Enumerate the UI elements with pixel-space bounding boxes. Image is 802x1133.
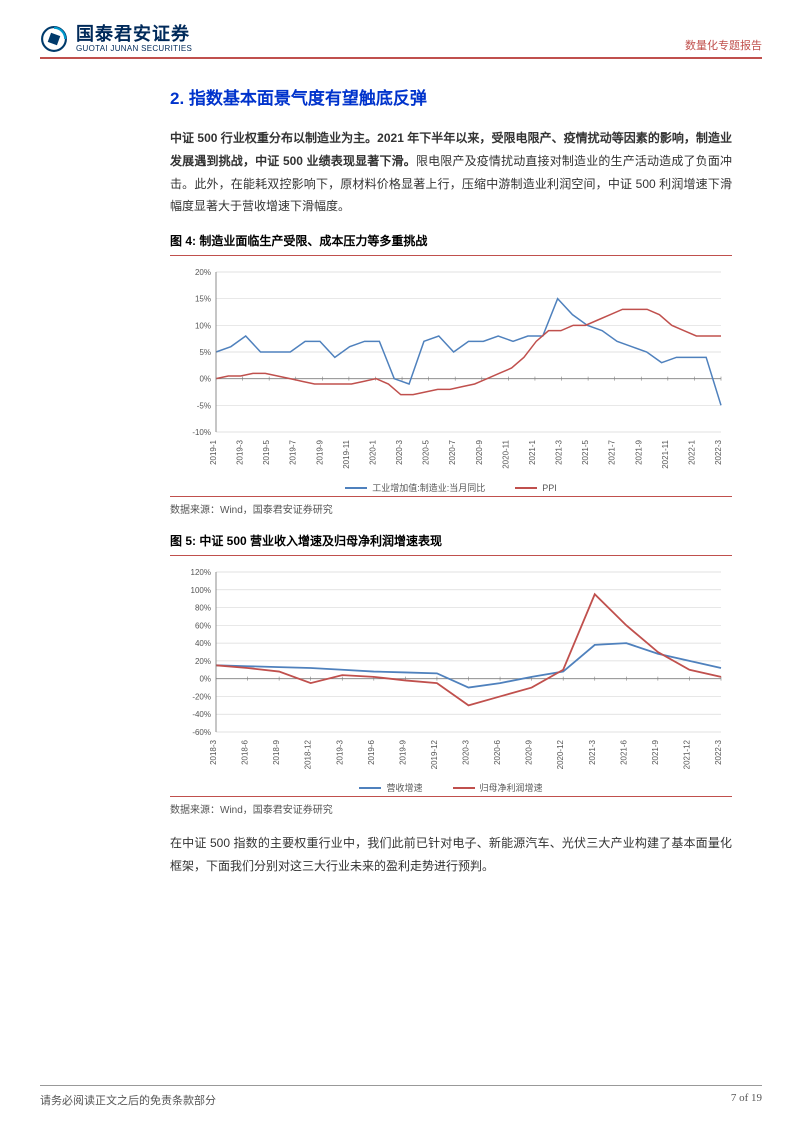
logo-text-en: GUOTAI JUNAN SECURITIES bbox=[76, 45, 192, 53]
svg-text:2019-1: 2019-1 bbox=[209, 440, 218, 465]
legend-item: 工业增加值:制造业:当月同比 bbox=[345, 481, 485, 494]
svg-text:2022-1: 2022-1 bbox=[687, 440, 696, 465]
chart2-legend: 营收增速 归母净利润增速 bbox=[170, 781, 732, 794]
svg-text:2019-6: 2019-6 bbox=[367, 740, 376, 765]
svg-text:20%: 20% bbox=[195, 657, 211, 666]
chart2-source: 数据来源：Wind，国泰君安证券研究 bbox=[170, 796, 732, 816]
svg-text:5%: 5% bbox=[199, 348, 211, 357]
legend-item: 营收增速 bbox=[359, 781, 422, 794]
svg-text:2021-5: 2021-5 bbox=[581, 440, 590, 465]
svg-text:-20%: -20% bbox=[192, 693, 211, 702]
logo-block: 国泰君安证券 GUOTAI JUNAN SECURITIES bbox=[40, 25, 192, 53]
svg-text:2019-5: 2019-5 bbox=[262, 440, 271, 465]
svg-text:2018-6: 2018-6 bbox=[241, 740, 250, 765]
svg-text:2020-3: 2020-3 bbox=[462, 740, 471, 765]
svg-text:2020-12: 2020-12 bbox=[556, 740, 565, 770]
chart1: -10% -5% 0% 5% 10% 15% 20% 2019-1 2019-3 2019-5 20… bbox=[170, 262, 732, 477]
svg-text:2021-9: 2021-9 bbox=[651, 740, 660, 765]
svg-text:10%: 10% bbox=[195, 322, 211, 331]
svg-text:80%: 80% bbox=[195, 604, 211, 613]
chart2: -60% -40% -20% 0% 20% 40% 60% 80% 100% 120% 2018-3… bbox=[170, 562, 732, 777]
svg-text:2020-1: 2020-1 bbox=[368, 440, 377, 465]
svg-text:2021-3: 2021-3 bbox=[555, 440, 564, 465]
logo-text-cn: 国泰君安证券 bbox=[76, 25, 192, 43]
svg-text:2020-3: 2020-3 bbox=[395, 440, 404, 465]
svg-text:2020-9: 2020-9 bbox=[525, 740, 534, 765]
svg-text:-5%: -5% bbox=[197, 402, 211, 411]
svg-text:2018-3: 2018-3 bbox=[209, 740, 218, 765]
svg-text:20%: 20% bbox=[195, 268, 211, 277]
legend-item: PPI bbox=[515, 481, 557, 494]
svg-text:2019-3: 2019-3 bbox=[335, 740, 344, 765]
svg-text:2019-7: 2019-7 bbox=[289, 440, 298, 465]
svg-text:2021-9: 2021-9 bbox=[634, 440, 643, 465]
chart1-legend: 工业增加值:制造业:当月同比 PPI bbox=[170, 481, 732, 494]
paragraph-2: 在中证 500 指数的主要权重行业中，我们此前已针对电子、新能源汽车、光伏三大产… bbox=[170, 832, 732, 878]
svg-text:2020-7: 2020-7 bbox=[448, 440, 457, 465]
svg-text:2020-6: 2020-6 bbox=[493, 740, 502, 765]
svg-text:2021-7: 2021-7 bbox=[608, 440, 617, 465]
chart2-svg: -60% -40% -20% 0% 20% 40% 60% 80% 100% 120% 2018-3… bbox=[170, 562, 732, 777]
svg-text:2019-12: 2019-12 bbox=[430, 740, 439, 770]
page-footer: 请务必阅读正文之后的免责条款部分 7 of 19 bbox=[40, 1085, 762, 1108]
svg-text:2019-9: 2019-9 bbox=[398, 740, 407, 765]
svg-text:-60%: -60% bbox=[192, 728, 211, 737]
svg-text:2021-3: 2021-3 bbox=[588, 740, 597, 765]
page-header: 国泰君安证券 GUOTAI JUNAN SECURITIES 数量化专题报告 bbox=[40, 25, 762, 59]
chart1-svg: -10% -5% 0% 5% 10% 15% 20% 2019-1 2019-3 2019-5 20… bbox=[170, 262, 732, 477]
report-type: 数量化专题报告 bbox=[685, 37, 762, 53]
svg-text:15%: 15% bbox=[195, 295, 211, 304]
svg-text:2019-11: 2019-11 bbox=[342, 440, 351, 469]
footer-disclaimer: 请务必阅读正文之后的免责条款部分 bbox=[40, 1092, 216, 1108]
svg-text:0%: 0% bbox=[199, 375, 211, 384]
svg-text:2019-3: 2019-3 bbox=[236, 440, 245, 465]
svg-text:0%: 0% bbox=[199, 675, 211, 684]
svg-text:120%: 120% bbox=[191, 568, 211, 577]
svg-text:2018-9: 2018-9 bbox=[272, 740, 281, 765]
svg-text:2021-6: 2021-6 bbox=[619, 740, 628, 765]
chart2-title: 图 5: 中证 500 营业收入增速及归母净利润增速表现 bbox=[170, 532, 732, 556]
svg-text:2021-1: 2021-1 bbox=[528, 440, 537, 465]
svg-text:2022-3: 2022-3 bbox=[714, 440, 723, 465]
svg-text:2021-11: 2021-11 bbox=[661, 440, 670, 469]
svg-text:60%: 60% bbox=[195, 622, 211, 631]
svg-text:2020-11: 2020-11 bbox=[501, 440, 510, 469]
chart1-source: 数据来源：Wind，国泰君安证券研究 bbox=[170, 496, 732, 516]
section-title: 2. 指数基本面景气度有望触底反弹 bbox=[170, 84, 732, 109]
legend-item: 归母净利润增速 bbox=[453, 781, 543, 794]
svg-text:100%: 100% bbox=[191, 586, 211, 595]
footer-page: 7 of 19 bbox=[731, 1092, 762, 1108]
svg-text:40%: 40% bbox=[195, 639, 211, 648]
svg-text:2021-12: 2021-12 bbox=[682, 740, 691, 770]
svg-text:2020-5: 2020-5 bbox=[422, 440, 431, 465]
chart1-title: 图 4: 制造业面临生产受限、成本压力等多重挑战 bbox=[170, 232, 732, 256]
svg-text:2018-12: 2018-12 bbox=[304, 740, 313, 770]
svg-text:-40%: -40% bbox=[192, 710, 211, 719]
paragraph-1: 中证 500 行业权重分布以制造业为主。2021 年下半年以来，受限电限产、疫情… bbox=[170, 127, 732, 218]
svg-text:2022-3: 2022-3 bbox=[714, 740, 723, 765]
company-logo-icon bbox=[40, 25, 68, 53]
svg-text:2019-9: 2019-9 bbox=[315, 440, 324, 465]
svg-text:-10%: -10% bbox=[192, 428, 211, 437]
svg-text:2020-9: 2020-9 bbox=[475, 440, 484, 465]
